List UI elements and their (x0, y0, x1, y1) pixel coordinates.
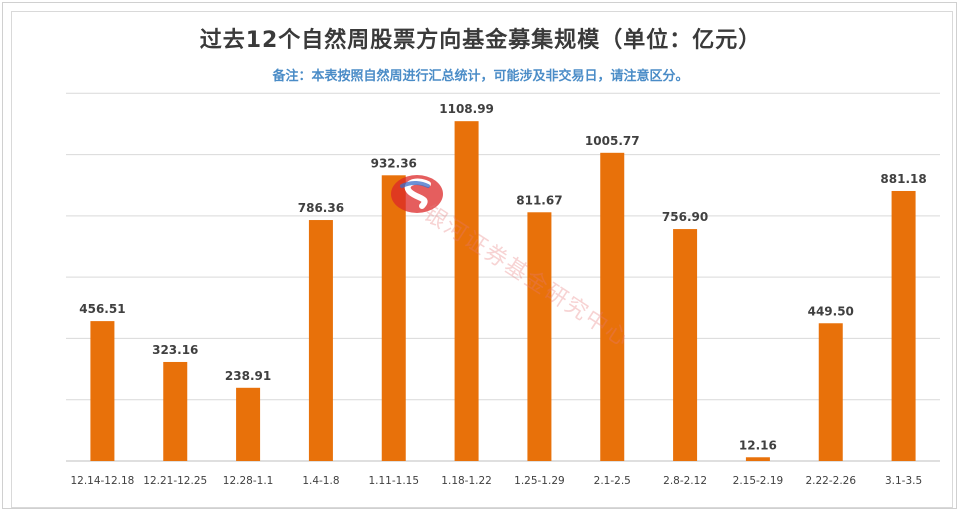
x-tick-label: 12.14-12.18 (70, 475, 134, 487)
data-label: 786.36 (298, 201, 344, 215)
x-tick-label: 1.18-1.22 (441, 475, 492, 487)
data-label: 1108.99 (439, 102, 494, 116)
data-label: 12.16 (739, 438, 777, 452)
x-tick-label: 1.25-1.29 (514, 475, 565, 487)
bar-3.1-3.5 (891, 190, 916, 462)
x-tick-label: 2.15-2.19 (733, 475, 784, 487)
x-tick-label: 1.4-1.8 (302, 475, 339, 487)
bar-2.22-2.26 (818, 323, 843, 461)
x-tick-label: 3.1-3.5 (885, 475, 922, 487)
data-label: 323.16 (152, 343, 198, 357)
data-label: 756.90 (662, 210, 708, 224)
bar-1.18-1.22 (454, 121, 479, 462)
bar-2.8-2.12 (673, 229, 698, 461)
data-label: 449.50 (808, 304, 854, 318)
bar-1.25-1.29 (527, 212, 552, 461)
chart-title: 过去12个自然周股票方向基金募集规模（单位：亿元） (199, 28, 762, 53)
bar-1.4-1.8 (308, 220, 333, 461)
bar-12.14-12.18 (90, 321, 115, 461)
x-tick-label: 1.11-1.15 (368, 475, 419, 487)
chart-subtitle: 备注：本表按照自然周进行汇总统计，可能涉及非交易日，请注意区分。 (272, 69, 689, 84)
bar-2.15-2.19 (745, 457, 770, 461)
bar-12.28-1.1 (236, 387, 261, 461)
data-label: 932.36 (371, 156, 417, 170)
data-label: 456.51 (79, 302, 125, 316)
x-tick-label: 12.21-12.25 (143, 475, 207, 487)
x-tick-label: 2.8-2.12 (663, 475, 707, 487)
x-tick-label: 12.28-1.1 (223, 475, 274, 487)
data-label: 1005.77 (585, 134, 640, 148)
data-label: 238.91 (225, 369, 271, 383)
x-tick-label: 2.22-2.26 (805, 475, 856, 487)
bar-1.11-1.15 (381, 175, 406, 461)
data-label: 881.18 (880, 172, 926, 186)
x-tick-label: 2.1-2.5 (594, 475, 631, 487)
bar-12.21-12.25 (163, 361, 188, 461)
data-label: 811.67 (516, 193, 562, 207)
bar-2.1-2.5 (600, 152, 625, 461)
